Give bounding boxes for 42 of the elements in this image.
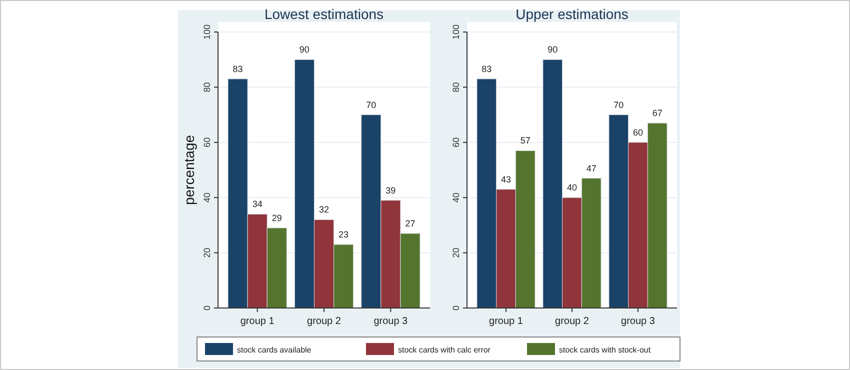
y-tick-label: 80 <box>451 82 461 92</box>
data-label: 32 <box>318 204 330 215</box>
x-tick-label: group 1 <box>489 316 524 327</box>
data-label: 43 <box>500 174 512 184</box>
y-tick-label: 40 <box>451 192 461 203</box>
y-tick-label: 60 <box>451 137 461 148</box>
data-label: 70 <box>366 100 376 110</box>
x-tick-label: group 3 <box>621 316 656 327</box>
chart-title: Lowest estimations <box>264 6 384 22</box>
y-tick-label: 100 <box>202 24 212 40</box>
data-label: 27 <box>405 218 416 228</box>
data-label: 47 <box>586 163 596 174</box>
legend-label: stock cards with stock-out <box>559 346 652 354</box>
y-tick-label: 20 <box>451 248 461 258</box>
y-tick-label: 100 <box>451 24 461 40</box>
data-label: 70 <box>614 100 624 110</box>
y-tick-label: 80 <box>202 82 212 92</box>
data-label: 83 <box>232 64 243 74</box>
legend-label: stock cards with calc error <box>398 346 491 354</box>
data-label: 29 <box>272 212 282 223</box>
data-label: 67 <box>652 108 662 118</box>
x-tick-label: group 2 <box>307 316 342 327</box>
data-label: 90 <box>299 44 310 55</box>
data-label: 60 <box>632 127 644 138</box>
data-label: 23 <box>338 230 349 240</box>
legend-label: stock cards available <box>237 346 312 354</box>
x-tick-label: group 2 <box>555 316 590 327</box>
data-label: 57 <box>520 136 530 146</box>
chart-title: Upper estimations <box>516 6 628 22</box>
y-axis-title: percentage <box>181 134 197 206</box>
x-tick-label: group 1 <box>240 316 275 327</box>
data-label: 40 <box>566 182 578 193</box>
data-label: 34 <box>252 199 262 210</box>
y-tick-label: 0 <box>202 305 212 311</box>
y-tick-label: 40 <box>202 192 212 203</box>
y-tick-label: 0 <box>451 305 461 311</box>
data-label: 90 <box>548 44 558 55</box>
y-tick-label: 60 <box>202 137 212 148</box>
y-tick-label: 20 <box>202 248 212 258</box>
data-label: 83 <box>482 64 492 74</box>
data-label: 39 <box>386 185 396 196</box>
x-tick-label: group 3 <box>374 316 408 327</box>
